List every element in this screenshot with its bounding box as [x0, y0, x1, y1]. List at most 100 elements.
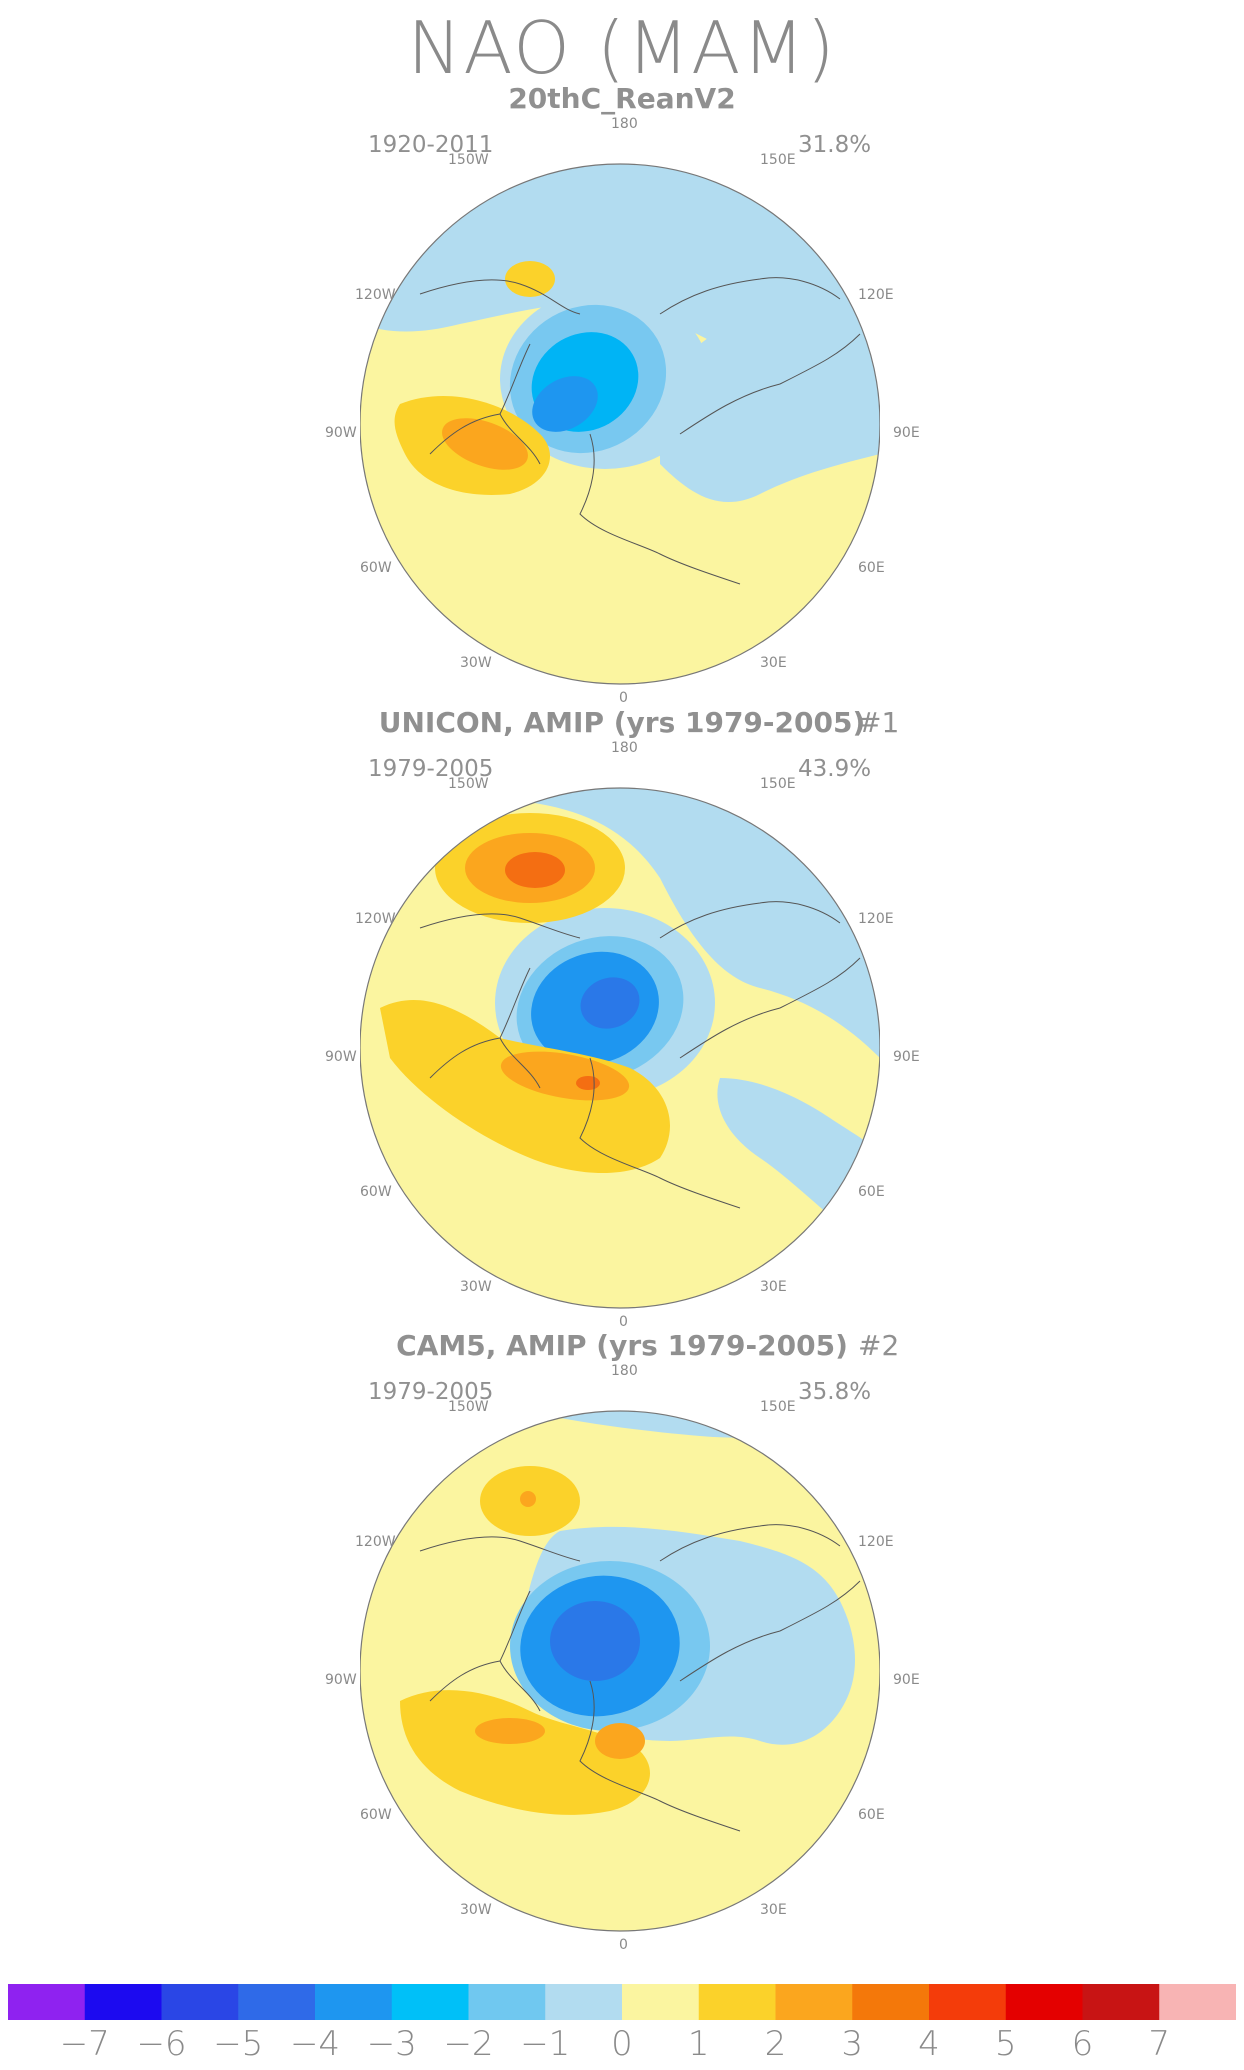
- colorbar-segment: [1082, 1984, 1160, 2020]
- colorbar-segment: [1005, 1984, 1083, 2020]
- colorbar-segment: [775, 1984, 853, 2020]
- colorbar-tick-label: −7: [59, 2024, 110, 2064]
- colorbar-tick-label: 1: [687, 2024, 710, 2064]
- panel-variance: 35.8%: [798, 1379, 872, 1405]
- arctic-low-3: [580, 977, 640, 1029]
- atlantic-high-1: [400, 1690, 650, 1815]
- map-boundary: [360, 1410, 880, 1932]
- colorbar-tick-label: 3: [841, 2024, 864, 2064]
- colorbar-segment: [852, 1984, 930, 2020]
- colorbar-tick-label: −3: [366, 2024, 417, 2064]
- lon-label-30W: 30W: [460, 1902, 492, 1918]
- atlantic-high-3: [595, 1723, 645, 1759]
- colorbar-segment: [391, 1984, 469, 2020]
- polar-map: [360, 163, 880, 685]
- colorbar-segment: [622, 1984, 700, 2020]
- map-boundary: [360, 787, 880, 1309]
- lon-label-60W: 60W: [360, 1184, 392, 1200]
- lon-label-0: 0: [619, 690, 628, 706]
- lon-label-30W: 30W: [460, 655, 492, 671]
- lon-label-30E: 30E: [760, 1902, 787, 1918]
- coastlines: [419, 277, 861, 585]
- lon-label-90W: 90W: [325, 425, 357, 441]
- colorbar-tick-label: 4: [918, 2024, 940, 2064]
- lon-label-60W: 60W: [360, 560, 392, 576]
- panel-years: 1979-2005: [368, 756, 494, 782]
- map-panel-unicon: UNICON, AMIP (yrs 1979-2005) #1 1979-200…: [0, 706, 1244, 1330]
- colorbar: [8, 1984, 1236, 2020]
- colorbar-tick-label: 7: [1148, 2024, 1171, 2064]
- panel-index: #1: [858, 706, 900, 739]
- lon-label-90E: 90E: [893, 1672, 920, 1688]
- panel-variance: 43.9%: [798, 756, 872, 782]
- lon-label-150W: 150W: [448, 776, 489, 792]
- lon-label-120E: 120E: [858, 911, 894, 927]
- panel-title: UNICON, AMIP (yrs 1979-2005): [378, 706, 866, 739]
- polar-map: [360, 1410, 880, 1932]
- map-boundary: [360, 163, 880, 685]
- panel-years: 1979-2005: [368, 1379, 494, 1405]
- colorbar-tick-label: 2: [764, 2024, 787, 2064]
- lon-label-60W: 60W: [360, 1807, 392, 1823]
- colorbar-segment: [315, 1984, 393, 2020]
- lon-label-90E: 90E: [893, 425, 920, 441]
- colorbar-segment: [161, 1984, 239, 2020]
- lon-label-150W: 150W: [448, 152, 489, 168]
- atlantic-high-2: [442, 418, 528, 470]
- lon-label-150E: 150E: [760, 152, 796, 168]
- colorbar-segment: [698, 1984, 776, 2020]
- lon-label-180: 180: [611, 1363, 638, 1379]
- colorbar-segment: [545, 1984, 623, 2020]
- lon-label-0: 0: [619, 1937, 628, 1953]
- lon-label-150E: 150E: [760, 1399, 796, 1415]
- colorbar-tick-label: −1: [520, 2024, 571, 2064]
- panel-title: 20thC_ReanV2: [508, 82, 736, 115]
- colorbar-tick-label: 5: [994, 2024, 1017, 2064]
- colorbar-segment: [8, 1984, 86, 2020]
- panel-index: #2: [858, 1329, 900, 1362]
- pacific-high-2: [520, 1491, 536, 1507]
- colorbar-tick-label: −4: [289, 2024, 341, 2064]
- lon-label-120E: 120E: [858, 287, 894, 303]
- colorbar-segment: [238, 1984, 316, 2020]
- lon-label-0: 0: [619, 1314, 628, 1330]
- panel-variance: 31.8%: [798, 132, 872, 158]
- lon-label-90E: 90E: [893, 1049, 920, 1065]
- lon-label-180: 180: [611, 116, 638, 132]
- figure-title: NAO (MAM): [407, 6, 837, 90]
- map-panel-cam5: CAM5, AMIP (yrs 1979-2005) #2 1979-2005 …: [0, 1329, 1244, 1953]
- pacific-high: [505, 261, 555, 297]
- colorbar-tick-label: 0: [611, 2024, 633, 2064]
- lon-label-30W: 30W: [460, 1279, 492, 1295]
- atlantic-high-2: [500, 1051, 630, 1101]
- lon-label-30E: 30E: [760, 1279, 787, 1295]
- map-panel-reanalysis: 20thC_ReanV2 1920-2011 31.8% 180 150E 12…: [0, 82, 1244, 706]
- panel-title: CAM5, AMIP (yrs 1979-2005): [396, 1329, 848, 1362]
- lon-label-120W: 120W: [355, 1534, 396, 1550]
- atlantic-high-2: [475, 1718, 545, 1744]
- lon-label-60E: 60E: [858, 560, 885, 576]
- pacific-high-3: [505, 852, 565, 888]
- lon-label-150W: 150W: [448, 1399, 489, 1415]
- lon-label-120W: 120W: [355, 911, 396, 927]
- lon-label-30E: 30E: [760, 655, 787, 671]
- lon-label-120E: 120E: [858, 1534, 894, 1550]
- colorbar-tick-label: −6: [136, 2024, 187, 2064]
- colorbar-labels: −7 −6 −5 −4 −3 −2 −1 0 1 2 3 4 5 6 7: [0, 2024, 1244, 2070]
- arctic-low-3: [532, 376, 598, 432]
- atlantic-high-3: [576, 1076, 600, 1090]
- polar-map: [360, 787, 880, 1309]
- colorbar-segment: [929, 1984, 1007, 2020]
- colorbar-tick-label: 6: [1071, 2024, 1094, 2064]
- colorbar-segment: [468, 1984, 546, 2020]
- lon-label-90W: 90W: [325, 1672, 357, 1688]
- colorbar-tick-label: −2: [443, 2024, 494, 2064]
- lon-label-90W: 90W: [325, 1049, 357, 1065]
- arctic-low-3: [550, 1601, 640, 1681]
- lon-label-120W: 120W: [355, 287, 396, 303]
- lon-label-180: 180: [611, 740, 638, 756]
- lon-label-60E: 60E: [858, 1184, 885, 1200]
- colorbar-segment: [1159, 1984, 1236, 2020]
- lon-label-60E: 60E: [858, 1807, 885, 1823]
- colorbar-segment: [84, 1984, 162, 2020]
